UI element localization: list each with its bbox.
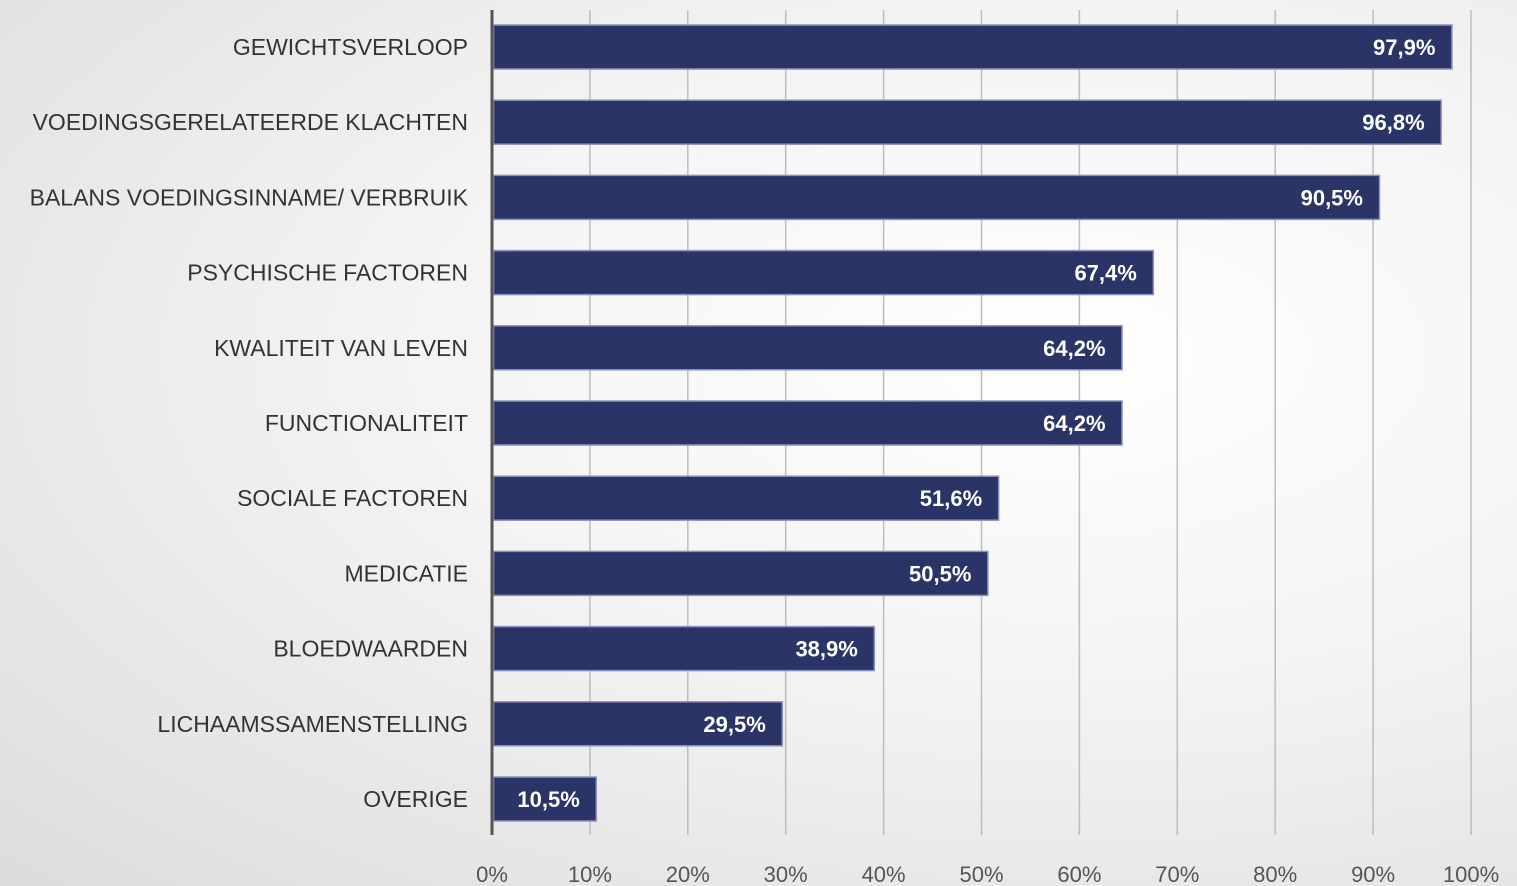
x-tick-label: 80%: [1253, 862, 1297, 886]
bar-value-label: 67,4%: [1074, 261, 1136, 286]
bar-value-label: 10,5%: [517, 787, 579, 812]
category-label: MEDICATIE: [344, 560, 468, 586]
category-label: OVERIGE: [363, 786, 468, 812]
x-tick-label: 30%: [764, 862, 808, 886]
category-label: VOEDINGSGERELATEERDE KLACHTEN: [33, 109, 468, 135]
category-label: KWALITEIT VAN LEVEN: [214, 335, 468, 361]
bar: [492, 99, 1442, 145]
x-tick-label: 20%: [666, 862, 710, 886]
bar-value-label: 29,5%: [703, 712, 765, 737]
bar-value-label: 50,5%: [909, 561, 971, 586]
bar-value-label: 90,5%: [1301, 185, 1363, 210]
x-tick-label: 50%: [959, 862, 1003, 886]
x-tick-label: 0%: [476, 862, 508, 886]
bar: [492, 174, 1381, 221]
category-label: BALANS VOEDINGSINNAME/ VERBRUIK: [30, 184, 469, 210]
bars: 97,9% 96,8% 90,5% 67,4% 64,2% 64,2% 51,6% 50,5%…: [492, 24, 1453, 822]
category-label: GEWICHTSVERLOOP: [233, 34, 468, 60]
category-label: LICHAAMSSAMENSTELLING: [157, 711, 468, 737]
category-labels: GEWICHTSVERLOOP VOEDINGSGERELATEERDE KLAC…: [30, 34, 469, 812]
category-label: BLOEDWAARDEN: [273, 636, 468, 662]
category-label: PSYCHISCHE FACTOREN: [187, 260, 468, 286]
x-tick-label: 100%: [1443, 862, 1499, 886]
x-tick-label: 10%: [568, 862, 612, 886]
x-tick-label: 70%: [1155, 862, 1199, 886]
bar-value-label: 96,8%: [1362, 110, 1424, 135]
x-tick-labels: 0% 10% 20% 30% 40% 50% 60% 70% 80% 90% 100%: [476, 862, 1499, 886]
bar-value-label: 38,9%: [795, 637, 857, 662]
bar: [492, 475, 1000, 521]
bar-value-label: 97,9%: [1373, 35, 1435, 60]
bar: [492, 325, 1123, 371]
category-label: FUNCTIONALITEIT: [265, 410, 468, 436]
x-tick-label: 40%: [862, 862, 906, 886]
category-label: SOCIALE FACTOREN: [237, 485, 468, 511]
x-tick-label: 60%: [1057, 862, 1101, 886]
x-tick-label: 90%: [1351, 862, 1395, 886]
bar-value-label: 51,6%: [920, 486, 982, 511]
bar: [492, 24, 1453, 70]
bar: [492, 400, 1123, 446]
bar-value-label: 64,2%: [1043, 336, 1105, 361]
bar: [492, 249, 1155, 296]
bar-value-label: 64,2%: [1043, 411, 1105, 436]
